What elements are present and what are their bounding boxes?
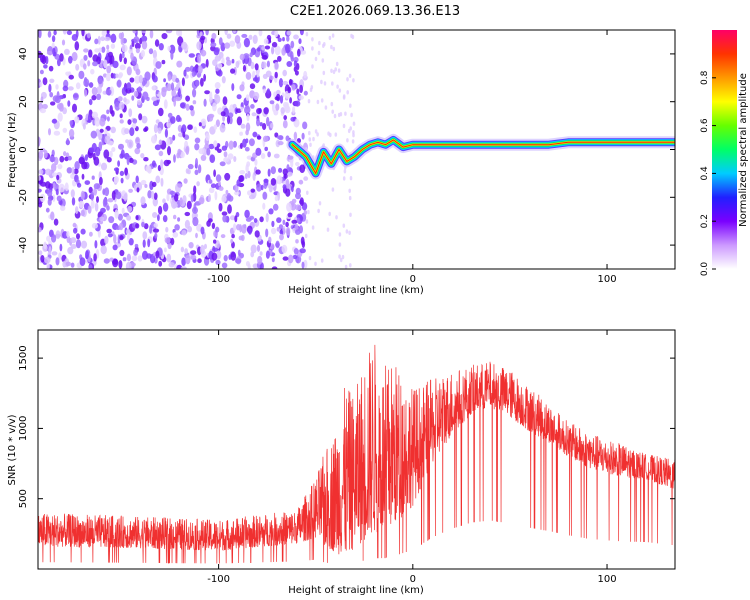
snr-series-line (38, 344, 675, 564)
spectrogram-ytick-label: 0 (18, 146, 29, 152)
colorbar-label: Normalized spectral amplitude (738, 73, 749, 227)
colorbar-tick-label: 0.2 (700, 214, 710, 228)
figure-title: C2E1.2026.069.13.36.E13 (290, 4, 460, 19)
spectrogram-ytick-label: 40 (18, 48, 29, 61)
snr-ylabel: SNR (10 * v/v) (7, 414, 18, 485)
colorbar-tick-label: 0.0 (700, 262, 710, 277)
snr-ytick-label: 1000 (18, 416, 29, 441)
snr-ytick-label: 500 (18, 489, 29, 508)
spectrogram-ylabel: Frequency (Hz) (7, 112, 18, 188)
spectrogram-signal-track (286, 133, 675, 180)
snr-xtick-label: -100 (207, 574, 230, 585)
colorbar-ticks: 0.0 0.2 0.4 0.6 0.8 (700, 70, 716, 276)
spectrogram-xtick-label: -100 (207, 274, 230, 285)
colorbar-tick-label: 0.4 (700, 166, 710, 181)
colorbar-bar (712, 30, 737, 269)
spectrogram-ytick-label: -20 (18, 189, 29, 205)
colorbar-tick-label: 0.6 (700, 118, 710, 133)
snr-frame (37, 329, 676, 570)
snr-ytick-label: 1500 (18, 345, 29, 370)
colorbar: 0.0 0.2 0.4 0.6 0.8 Normalized spectral ampl… (700, 30, 749, 276)
spectrogram-xtick-label: 0 (410, 274, 416, 285)
snr-panel: -100 0 100 500 1000 1500 Height of straight l… (7, 329, 676, 596)
spectrogram-xlabel: Height of straight line (km) (288, 285, 424, 296)
spectrogram-panel: -100 0 100 -40 -20 0 20 40 Height of straight l… (7, 29, 676, 296)
spectrogram-noise (38, 30, 356, 269)
snr-ticks: -100 0 100 500 1000 1500 (18, 330, 675, 585)
spectrogram-ytick-label: 20 (18, 95, 29, 108)
snr-xtick-label: 100 (597, 574, 616, 585)
spectrogram-xtick-label: 100 (597, 274, 616, 285)
snr-xlabel: Height of straight line (km) (288, 585, 424, 596)
spectrogram-ytick-label: -40 (18, 237, 29, 253)
spectrogram-ticks: -100 0 100 -40 -20 0 20 40 (18, 30, 675, 285)
snr-xtick-label: 0 (410, 574, 416, 585)
colorbar-tick-label: 0.8 (700, 70, 710, 85)
signal-track-layer-5 (291, 139, 675, 174)
